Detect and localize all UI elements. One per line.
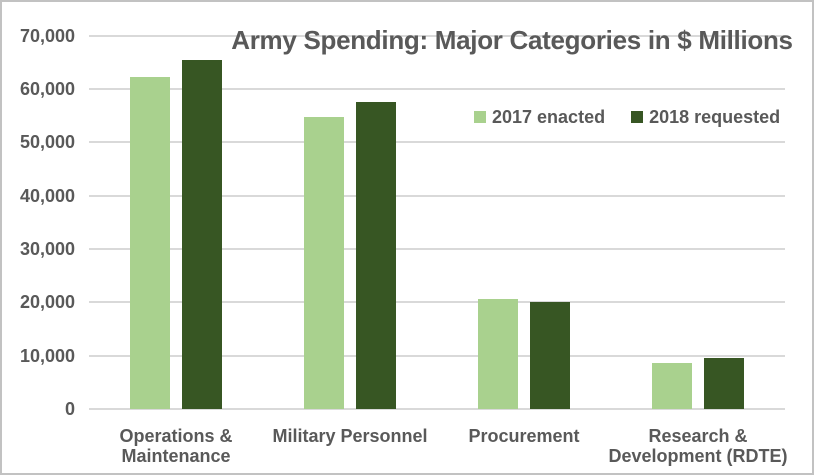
bar-2017-enacted bbox=[304, 116, 344, 409]
legend-swatch-icon bbox=[631, 111, 644, 123]
bar-2017-enacted bbox=[130, 77, 170, 409]
bar-2018-requested bbox=[182, 59, 222, 409]
x-category-label-line: Military Personnel bbox=[272, 426, 428, 446]
y-tick-label: 0 bbox=[64, 399, 75, 419]
legend-label: 2017 enacted bbox=[492, 106, 606, 127]
x-category-label-line: Maintenance bbox=[121, 446, 231, 466]
gridline bbox=[89, 34, 785, 37]
bar-2018-requested bbox=[530, 301, 570, 409]
legend-item: 2017 enacted bbox=[474, 107, 605, 128]
gridline bbox=[89, 87, 785, 90]
bar-2017-enacted bbox=[478, 298, 518, 409]
x-category-label-line: Operations & bbox=[119, 426, 233, 446]
x-category-label-line: Research & bbox=[648, 426, 748, 446]
legend-item: 2018 requested bbox=[631, 107, 780, 128]
chart-title: Army Spending: Major Categories in $ Mil… bbox=[231, 25, 793, 55]
legend-swatch-icon bbox=[474, 111, 486, 123]
legend: 2017 enacted 2018 requested bbox=[474, 105, 780, 129]
bar-2017-enacted bbox=[652, 362, 692, 409]
y-tick-label: 10,000 bbox=[19, 345, 75, 366]
y-tick-label: 30,000 bbox=[19, 238, 75, 259]
bar-2018-requested bbox=[356, 101, 396, 409]
y-tick-label: 50,000 bbox=[19, 132, 75, 153]
y-tick-label: 20,000 bbox=[19, 292, 75, 313]
y-tick-label: 60,000 bbox=[19, 78, 75, 99]
gridline bbox=[89, 301, 785, 304]
y-tick-label: 70,000 bbox=[19, 25, 75, 46]
bar-2018-requested bbox=[704, 357, 744, 409]
gridline bbox=[89, 408, 785, 410]
x-category-label: Operations & Maintenance bbox=[76, 426, 276, 466]
y-tick-label: 40,000 bbox=[19, 185, 75, 206]
gridline bbox=[89, 354, 785, 357]
gridline bbox=[89, 194, 785, 197]
x-category-label-line: Procurement bbox=[468, 426, 580, 446]
legend-label: 2018 requested bbox=[649, 106, 781, 127]
x-category-label: Research & Development (RDTE) bbox=[598, 426, 798, 466]
x-category-label-line: Development (RDTE) bbox=[608, 446, 788, 466]
gridline bbox=[89, 141, 785, 144]
x-category-label: Procurement bbox=[424, 426, 624, 446]
x-category-label: Military Personnel bbox=[250, 426, 450, 446]
gridline bbox=[89, 247, 785, 250]
